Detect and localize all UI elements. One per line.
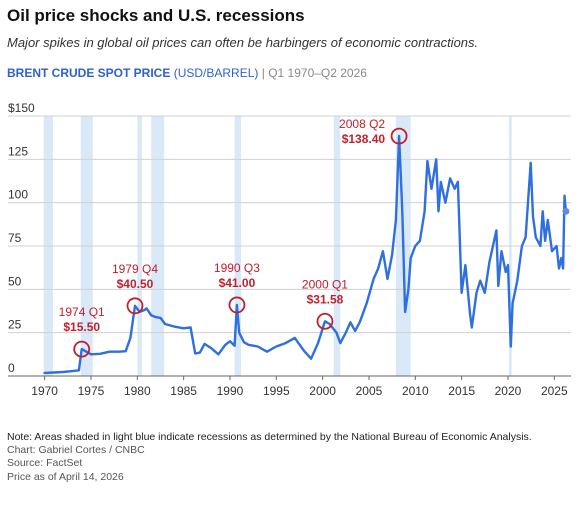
annotation-circle bbox=[228, 296, 246, 314]
series-line-brent bbox=[43, 134, 568, 375]
annotation-label: 2008 Q2 bbox=[339, 117, 385, 131]
x-tick-label: 1985 bbox=[170, 384, 197, 398]
x-axis-tick-labels: 1970 1975 1980 1985 1990 1995 2000 2005 2010 2015… bbox=[31, 376, 568, 398]
annotations: 1974 Q1$15.50 1979 Q4$40.50 1990 Q3$41.00 2… bbox=[59, 117, 408, 358]
series-descriptor: BRENT CRUDE SPOT PRICE (USD/BARREL) | Q1… bbox=[7, 66, 367, 80]
series-unit: (USD/BARREL) bbox=[173, 66, 259, 80]
y-tick-label: 75 bbox=[8, 231, 22, 245]
x-tick-label: 2005 bbox=[356, 384, 383, 398]
y-tick-label: 125 bbox=[8, 144, 28, 158]
chart-subtitle: Major spikes in global oil prices can of… bbox=[7, 35, 479, 50]
annotation-circle bbox=[316, 312, 334, 330]
as-of-line: Price as of April 14, 2026 bbox=[7, 470, 124, 483]
x-tick-label: 2015 bbox=[448, 384, 475, 398]
annotation-circle bbox=[73, 340, 91, 358]
annotation-label: 2000 Q1 bbox=[302, 277, 348, 291]
annotation-value: $41.00 bbox=[219, 276, 256, 290]
y-tick-label: 0 bbox=[8, 361, 15, 375]
x-tick-label: 2010 bbox=[402, 384, 429, 398]
annotation-label: 1974 Q1 bbox=[59, 305, 105, 319]
separator: | bbox=[261, 66, 265, 80]
annotation-value: $15.50 bbox=[63, 320, 100, 334]
annotation-value: $138.40 bbox=[342, 132, 386, 146]
series-label: BRENT CRUDE SPOT PRICE bbox=[7, 66, 171, 80]
annotation-label: 1990 Q3 bbox=[214, 261, 260, 275]
y-axis-tick-labels: 0 25 50 75 100 125 $150 bbox=[8, 101, 35, 375]
y-tick-label: 50 bbox=[8, 274, 22, 288]
x-tick-label: 1995 bbox=[263, 384, 290, 398]
source-line: Source: FactSet bbox=[7, 457, 83, 470]
x-tick-label: 1990 bbox=[217, 384, 244, 398]
annotation-circle bbox=[126, 297, 144, 315]
y-tick-label: $150 bbox=[8, 101, 35, 115]
date-range: Q1 1970–Q2 2026 bbox=[268, 66, 367, 80]
x-tick-label: 1970 bbox=[31, 384, 58, 398]
price-series bbox=[43, 134, 570, 375]
annotation-label: 1979 Q4 bbox=[112, 262, 158, 276]
x-tick-label: 1975 bbox=[78, 384, 105, 398]
footer-note: Note: Areas shaded in light blue indicat… bbox=[7, 431, 532, 443]
last-price-marker bbox=[562, 207, 570, 215]
y-tick-label: 25 bbox=[8, 318, 22, 332]
grid-lines bbox=[8, 115, 571, 377]
annotation-circle bbox=[390, 127, 408, 145]
chart-title: Oil price shocks and U.S. recessions bbox=[7, 6, 305, 25]
annotation-value: $40.50 bbox=[117, 277, 154, 291]
x-tick-label: 2020 bbox=[495, 384, 522, 398]
chart-credit: Chart: Gabriel Cortes / CNBC bbox=[7, 444, 145, 457]
x-tick-label: 2025 bbox=[541, 384, 568, 398]
chart-footer: Note: Areas shaded in light blue indicat… bbox=[7, 431, 567, 484]
y-tick-label: 100 bbox=[8, 188, 28, 202]
annotation-value: $31.58 bbox=[307, 292, 344, 306]
x-tick-label: 2000 bbox=[309, 384, 336, 398]
x-tick-label: 1980 bbox=[124, 384, 151, 398]
